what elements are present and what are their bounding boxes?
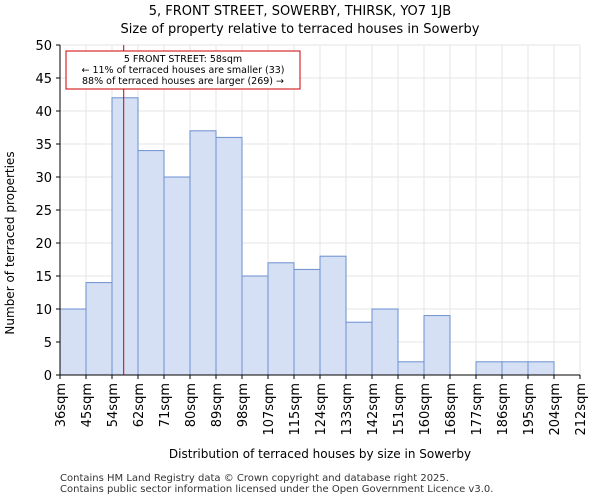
x-tick-label: 80sqm	[184, 383, 199, 427]
histogram-bar	[527, 361, 555, 376]
histogram-bar	[319, 255, 347, 376]
x-tick-label: 71sqm	[158, 383, 173, 427]
x-tick-label: 168sqm	[444, 383, 459, 436]
y-tick-label: 20	[35, 237, 52, 252]
histogram-bar	[215, 136, 243, 376]
annotation-text-line: ← 11% of terraced houses are smaller (33…	[81, 65, 284, 76]
x-tick-label: 151sqm	[392, 383, 407, 436]
x-tick-label: 62sqm	[132, 383, 147, 427]
x-tick-label: 36sqm	[54, 383, 69, 427]
y-tick-label: 45	[35, 72, 52, 87]
x-tick-label: 142sqm	[366, 383, 381, 436]
footer-licence: Contains public sector information licen…	[60, 484, 494, 495]
x-tick-label: 195sqm	[522, 383, 537, 436]
x-tick-label: 115sqm	[288, 383, 303, 436]
x-tick-label: 186sqm	[496, 383, 511, 436]
x-tick-label: 133sqm	[340, 383, 355, 436]
histogram-bar	[501, 361, 529, 376]
y-tick-label: 10	[35, 303, 52, 318]
histogram-bar	[137, 150, 165, 376]
x-axis-label: Distribution of terraced houses by size …	[169, 447, 471, 461]
y-axis-label: Number of terraced properties	[3, 151, 17, 334]
chart-title: 5, FRONT STREET, SOWERBY, THIRSK, YO7 1J…	[148, 4, 452, 19]
y-tick-label: 5	[44, 336, 52, 351]
annotation-text-line: 88% of terraced houses are larger (269) …	[82, 76, 284, 87]
y-tick-label: 15	[35, 270, 52, 285]
y-tick-label: 50	[35, 39, 52, 54]
x-tick-label: 89sqm	[210, 383, 225, 427]
x-tick-label: 124sqm	[314, 383, 329, 436]
x-tick-label: 177sqm	[470, 383, 485, 436]
y-tick-label: 0	[44, 369, 52, 384]
histogram-bar	[423, 315, 451, 376]
y-tick-label: 25	[35, 204, 52, 219]
histogram-bar	[293, 268, 321, 376]
x-tick-label: 98sqm	[236, 383, 251, 427]
histogram-bar	[397, 361, 425, 376]
histogram-bar	[475, 361, 503, 376]
histogram-bar	[189, 130, 217, 376]
histogram-bar	[163, 176, 191, 376]
x-tick-label: 212sqm	[574, 383, 589, 436]
histogram-bar	[267, 262, 295, 376]
histogram-bar	[241, 275, 269, 376]
histogram-bar	[371, 308, 399, 376]
histogram-bar	[85, 282, 113, 376]
x-tick-label: 107sqm	[262, 383, 277, 436]
annotation-box	[65, 50, 301, 90]
y-tick-label: 35	[35, 138, 52, 153]
x-tick-label: 54sqm	[106, 383, 121, 427]
x-tick-label: 204sqm	[548, 383, 563, 436]
x-tick-label: 45sqm	[80, 383, 95, 427]
chart-subtitle: Size of property relative to terraced ho…	[120, 22, 480, 37]
y-tick-label: 30	[35, 171, 52, 186]
histogram-bar	[59, 308, 87, 376]
histogram-bar	[111, 97, 139, 376]
histogram-bar	[345, 321, 373, 376]
x-tick-label: 160sqm	[418, 383, 433, 436]
y-tick-label: 40	[35, 105, 52, 120]
annotation-text-line: 5 FRONT STREET: 58sqm	[124, 54, 242, 65]
footer-copyright: Contains HM Land Registry data © Crown c…	[60, 473, 449, 484]
